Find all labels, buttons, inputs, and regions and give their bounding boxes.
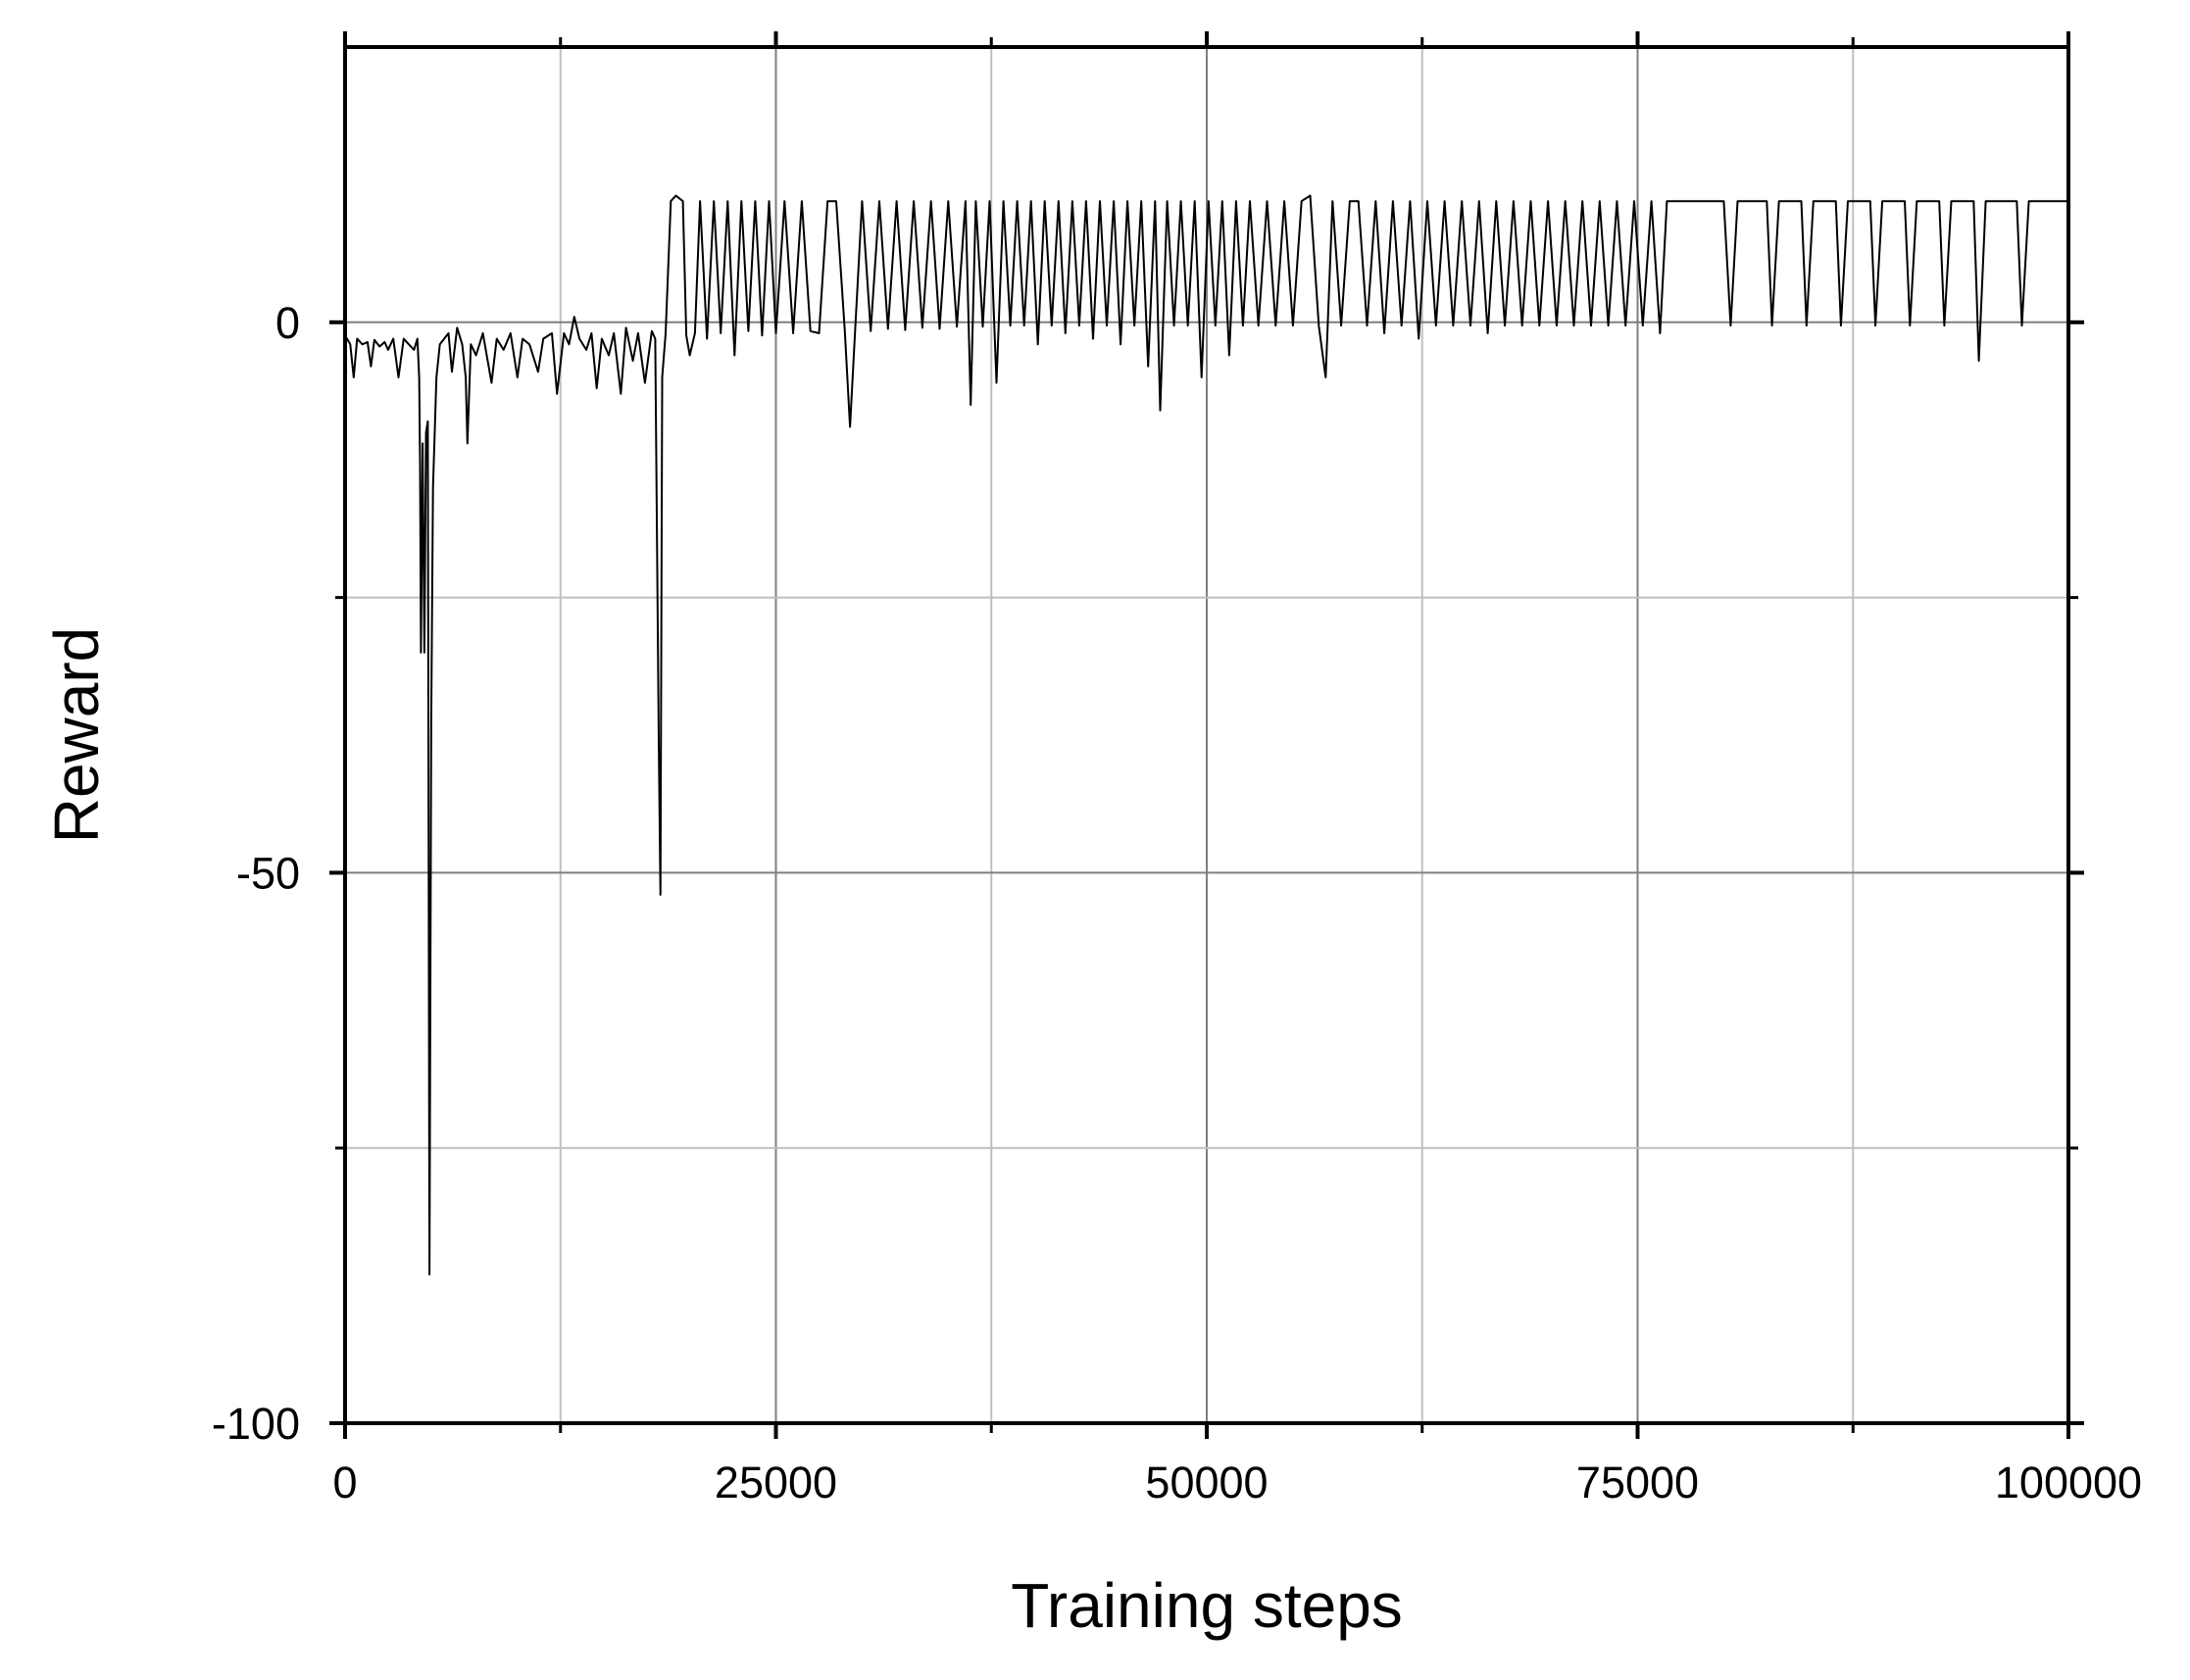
series: [344, 194, 2068, 1276]
y-tick-label: -100: [212, 1399, 300, 1449]
x-tick-labels: 0 25000 50000 75000 100000: [332, 1458, 2142, 1507]
y-axis-title: Reward: [41, 627, 112, 844]
x-tick-label: 0: [332, 1458, 357, 1507]
x-tick-label: 100000: [1995, 1458, 2142, 1507]
axis-ticks: [329, 31, 2084, 1439]
x-tick-label: 50000: [1145, 1458, 1268, 1507]
x-axis-title: Training steps: [1011, 1570, 1403, 1641]
series-line-0: [344, 194, 2068, 1276]
x-tick-label: 25000: [715, 1458, 837, 1507]
x-tick-label: 75000: [1576, 1458, 1699, 1507]
y-tick-labels: 0 -50 -100: [212, 298, 300, 1449]
y-tick-label: 0: [275, 298, 300, 348]
grid: [345, 47, 2068, 1423]
y-tick-label: -50: [236, 848, 300, 898]
